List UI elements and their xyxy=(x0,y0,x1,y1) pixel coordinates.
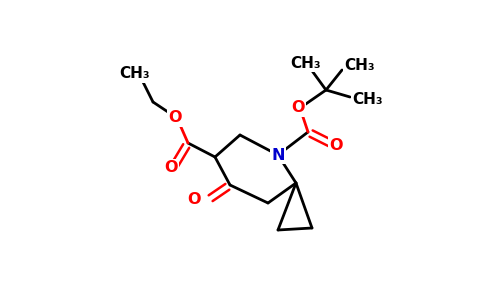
Text: O: O xyxy=(329,137,343,152)
Text: CH₃: CH₃ xyxy=(345,58,375,73)
Text: N: N xyxy=(271,148,285,163)
Text: O: O xyxy=(291,100,305,116)
Text: CH₃: CH₃ xyxy=(291,56,321,70)
Text: CH₃: CH₃ xyxy=(120,67,151,82)
Text: CH₃: CH₃ xyxy=(353,92,383,106)
Text: O: O xyxy=(164,160,178,175)
Text: O: O xyxy=(187,193,201,208)
Text: O: O xyxy=(168,110,182,125)
